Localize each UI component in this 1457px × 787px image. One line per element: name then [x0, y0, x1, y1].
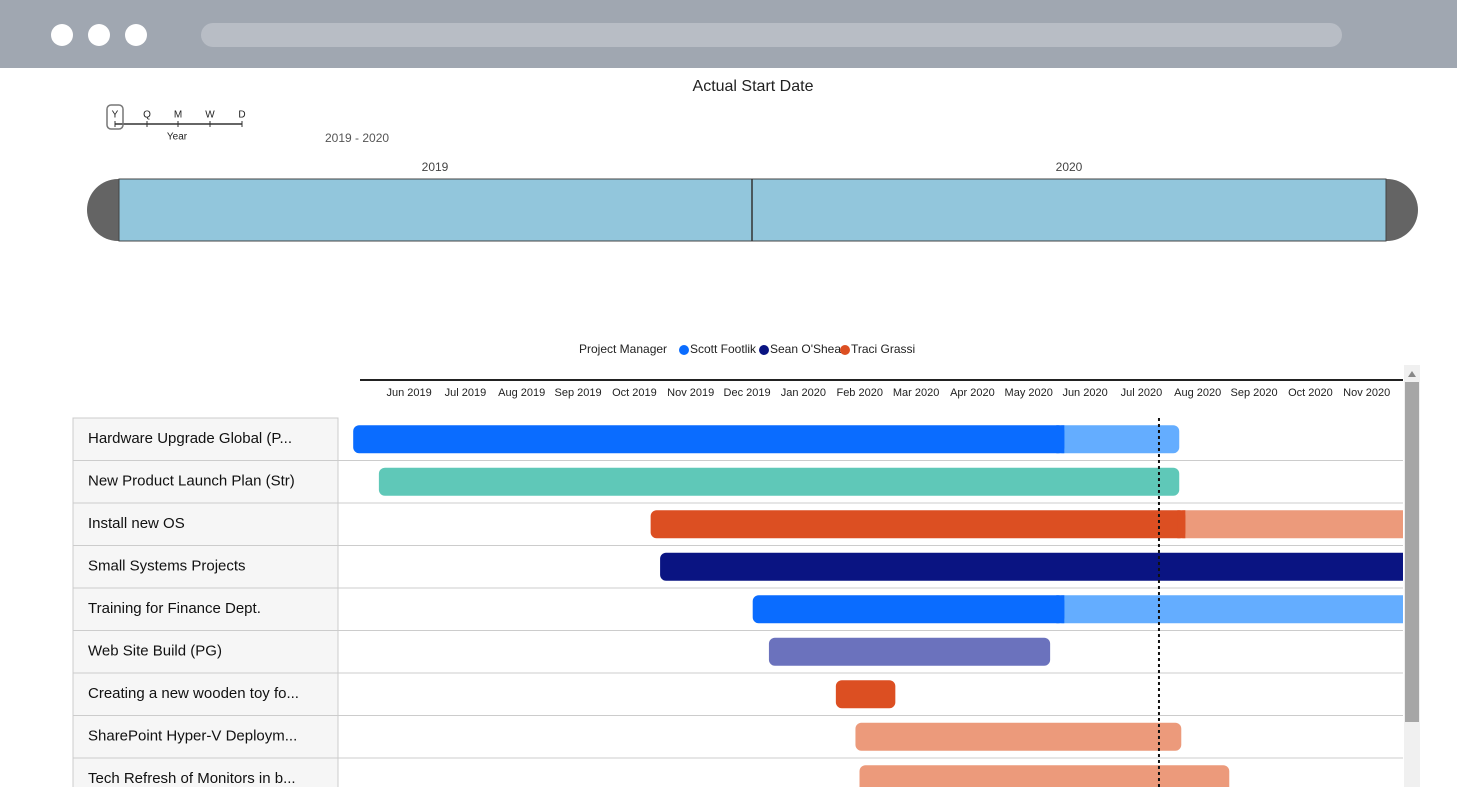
- x-tick-label: Nov 2020: [1343, 387, 1390, 399]
- x-tick-label: Nov 2019: [667, 387, 714, 399]
- task-bar-rest: [1056, 595, 1403, 624]
- legend-title: Project Manager: [579, 342, 667, 356]
- x-tick-label: Feb 2020: [836, 387, 882, 399]
- address-bar[interactable]: [201, 23, 1342, 47]
- task-bar-progress-edge: [1056, 425, 1065, 454]
- granularity-name: Year: [167, 132, 188, 143]
- task-label: Creating a new wooden toy fo...: [88, 685, 299, 702]
- x-tick-label: Jun 2019: [386, 387, 431, 399]
- legend-label: Traci Grassi: [851, 342, 915, 356]
- x-tick-label: Jun 2020: [1062, 387, 1107, 399]
- legend-label: Scott Footlik: [690, 342, 757, 356]
- legend-label: Sean O'Shea: [770, 342, 841, 356]
- scroll-up[interactable]: [1408, 371, 1416, 377]
- x-tick-label: Oct 2019: [612, 387, 657, 399]
- bars: [353, 425, 1403, 787]
- task-bar: [378, 467, 1180, 496]
- x-tick-label: May 2020: [1005, 387, 1053, 399]
- task-bar-rest: [1177, 510, 1403, 539]
- task-label-cell: [72, 502, 339, 546]
- task-label-cell: [72, 672, 339, 716]
- granularity-label: D: [238, 110, 245, 121]
- task-label-cell: [72, 757, 339, 787]
- task-label: Hardware Upgrade Global (P...: [88, 430, 292, 447]
- granularity-label: Y: [112, 110, 119, 121]
- x-tick-label: Apr 2020: [950, 387, 995, 399]
- x-tick-label: Mar 2020: [893, 387, 939, 399]
- x-tick-label: Jan 2020: [781, 387, 826, 399]
- task-label: Training for Finance Dept.: [88, 600, 261, 617]
- timeline-year: 2019: [422, 160, 449, 174]
- timeline-range: 2019 - 2020: [325, 131, 389, 145]
- legend-marker: [840, 345, 850, 355]
- task-label: Install new OS: [88, 515, 185, 532]
- task-label-cell: [72, 417, 339, 461]
- x-tick-label: Aug 2020: [1174, 387, 1221, 399]
- x-tick-label: Jul 2019: [445, 387, 487, 399]
- timeline-title: Actual Start Date: [693, 78, 814, 95]
- legend-marker: [679, 345, 689, 355]
- task-bar-rest: [1056, 425, 1180, 454]
- task-label: Small Systems Projects: [88, 558, 246, 575]
- task-bar-progress: [353, 425, 1065, 454]
- task-bar-progress: [650, 510, 1186, 539]
- x-tick-label: Jul 2020: [1121, 387, 1163, 399]
- task-bar-progress-edge: [1056, 595, 1065, 624]
- granularity-label: M: [174, 110, 182, 121]
- task-label: New Product Launch Plan (Str): [88, 473, 295, 490]
- legend-marker: [759, 345, 769, 355]
- task-bar: [660, 552, 1403, 581]
- task-bar-progress: [752, 595, 1065, 624]
- x-tick-label: Oct 2020: [1288, 387, 1333, 399]
- task-label-cell: [72, 630, 339, 674]
- granularity-label: W: [205, 110, 215, 121]
- x-tick-label: Dec 2019: [724, 387, 771, 399]
- task-bar: [768, 637, 1051, 666]
- x-tick-label: Aug 2019: [498, 387, 545, 399]
- task-bar-progress-edge: [1177, 510, 1186, 539]
- window-dot[interactable]: [51, 24, 73, 46]
- window-dot[interactable]: [125, 24, 147, 46]
- timeline-year: 2020: [1056, 160, 1083, 174]
- task-label-cell: [72, 715, 339, 759]
- task-label-cell: [72, 545, 339, 589]
- task-label: SharePoint Hyper-V Deploym...: [88, 728, 297, 745]
- granularity-label: Q: [143, 110, 151, 121]
- task-label: Web Site Build (PG): [88, 643, 222, 660]
- task-bar: [855, 722, 1182, 751]
- task-label-cell: [72, 460, 339, 504]
- task-bar: [859, 765, 1230, 787]
- task-bar: [835, 680, 896, 709]
- scroll-thumb[interactable]: [1405, 382, 1419, 722]
- x-tick-label: Sep 2020: [1231, 387, 1278, 399]
- task-label: Tech Refresh of Monitors in b...: [88, 770, 296, 787]
- x-tick-label: Sep 2019: [555, 387, 602, 399]
- window-dot[interactable]: [88, 24, 110, 46]
